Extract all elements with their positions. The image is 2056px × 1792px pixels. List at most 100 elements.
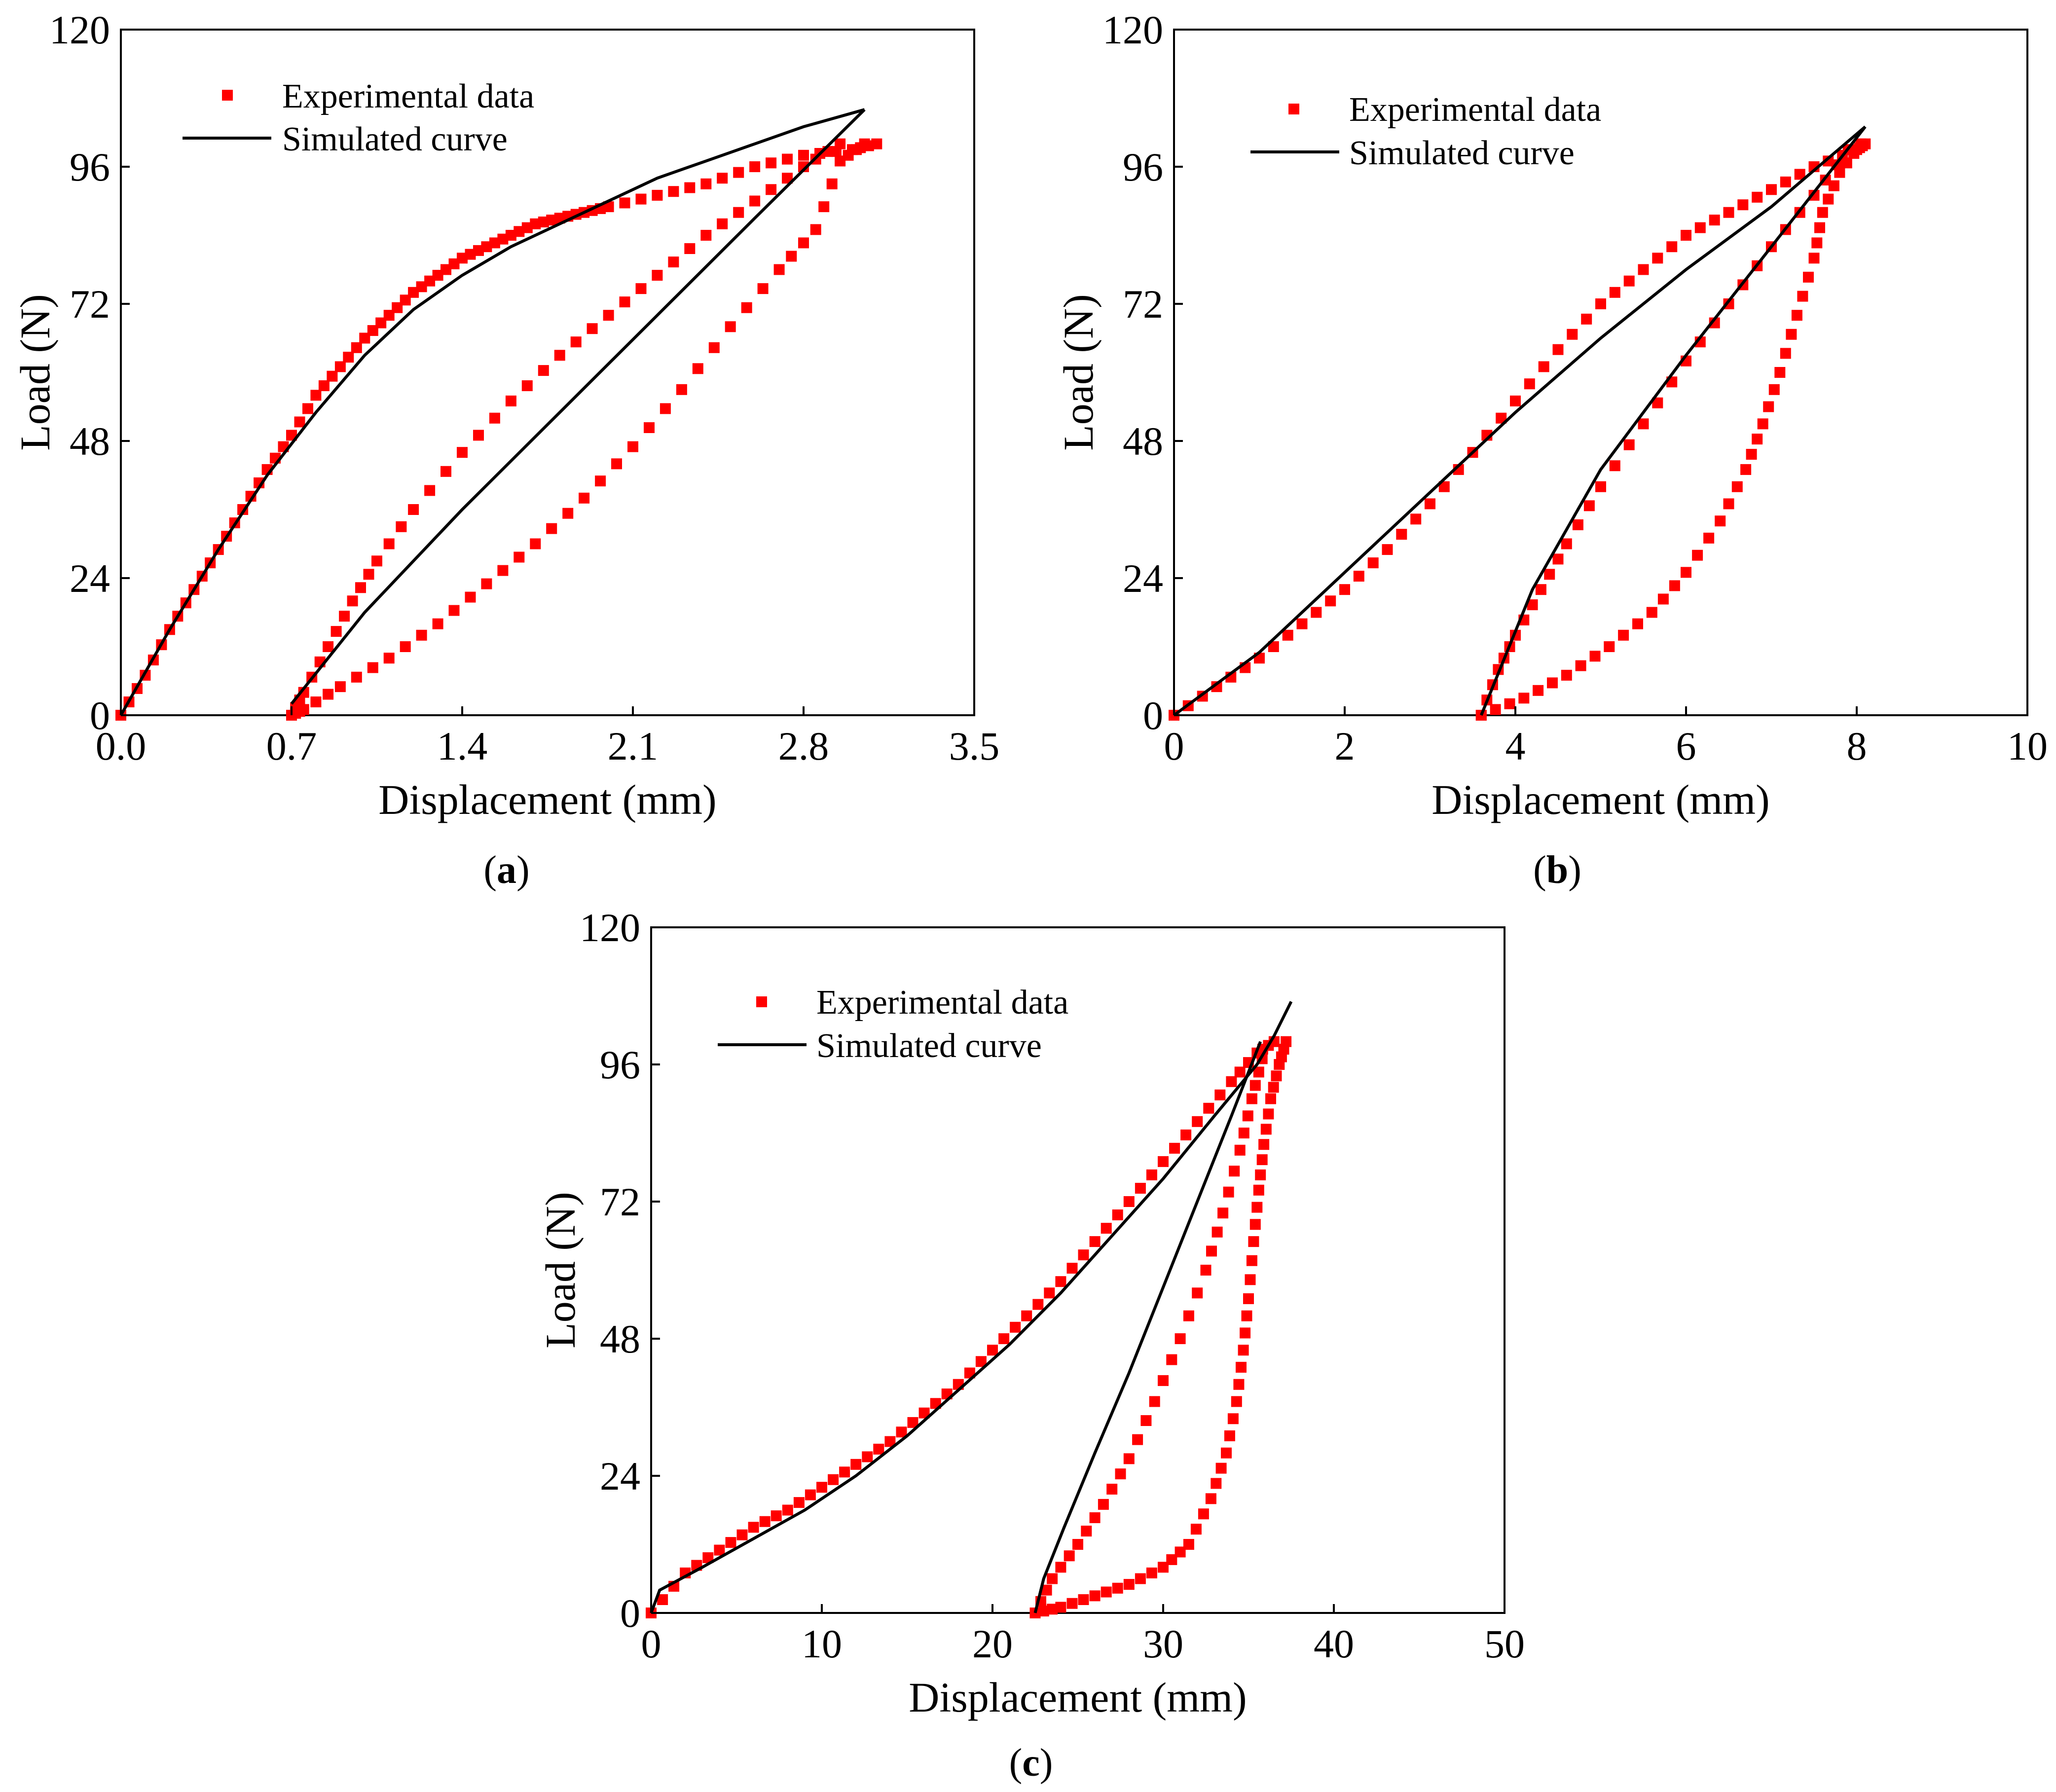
x-tick-label: 6 — [1676, 724, 1696, 768]
exp-point — [1814, 222, 1825, 233]
y-tick-label: 24 — [70, 556, 110, 601]
exp-point — [334, 361, 346, 372]
exp-point — [1581, 313, 1592, 325]
exp-point — [1149, 1396, 1160, 1407]
exp-point — [1256, 1154, 1268, 1166]
exp-point — [725, 1537, 736, 1548]
exp-point — [302, 403, 313, 414]
y-tick-label: 120 — [1102, 7, 1163, 52]
exp-point — [1180, 1129, 1192, 1140]
exp-point — [1089, 1236, 1101, 1247]
exp-point — [1200, 1265, 1212, 1276]
exp-point — [692, 363, 703, 374]
exp-point — [1803, 271, 1814, 283]
exp-point — [1135, 1573, 1146, 1584]
exp-point — [873, 1443, 884, 1455]
exp-point — [1766, 184, 1777, 195]
exp-point — [736, 1529, 748, 1540]
exp-point — [1205, 1493, 1216, 1504]
exp-point — [1236, 1361, 1247, 1373]
exp-point — [1703, 532, 1715, 544]
exp-point — [554, 350, 565, 361]
exp-point — [1425, 498, 1435, 510]
exp-point — [1552, 553, 1564, 565]
exp-point — [1245, 1274, 1256, 1285]
exp-point — [826, 178, 838, 189]
y-axis-title-c: Load (N) — [537, 1192, 584, 1349]
exp-point — [1768, 384, 1780, 395]
legend-exp-marker-b — [1288, 104, 1299, 114]
exp-point — [351, 671, 362, 683]
exp-point — [975, 1356, 987, 1367]
exp-point — [759, 1516, 771, 1527]
sim-loading-line — [1173, 125, 1867, 717]
exp-point — [1527, 599, 1538, 611]
exp-point — [1214, 1089, 1226, 1100]
exp-point — [660, 403, 671, 414]
exp-point — [733, 207, 744, 218]
exp-point — [1604, 641, 1615, 652]
exp-point — [489, 412, 500, 424]
exp-point — [1757, 418, 1768, 430]
exp-point — [1055, 1276, 1066, 1287]
exp-point — [1752, 191, 1763, 203]
exp-point — [327, 370, 338, 382]
exp-point — [1211, 681, 1222, 693]
panel-a: 0.0 0.7 1.4 2.1 2.8 3.5 0 24 48 72 96 120 Experimen… — [11, 7, 999, 892]
exp-point — [562, 508, 574, 519]
exp-point — [1274, 1059, 1285, 1070]
exp-point — [521, 380, 533, 391]
exp-point — [1066, 1263, 1078, 1274]
exp-point — [1524, 378, 1535, 390]
y-tick-label: 120 — [580, 905, 640, 950]
exp-point — [334, 681, 346, 693]
exp-point — [1047, 1604, 1058, 1615]
exp-point — [1841, 157, 1852, 169]
exp-point — [1078, 1594, 1089, 1605]
exp-point — [1737, 199, 1749, 211]
exp-point — [1246, 1093, 1257, 1104]
exp-point — [1211, 1478, 1222, 1489]
legend-b: Experimental data Simulated curve — [1250, 91, 1601, 172]
y-tick-label: 48 — [600, 1317, 640, 1361]
exp-point — [318, 380, 330, 391]
exp-point — [1595, 298, 1606, 309]
exp-point — [708, 342, 720, 353]
exp-point — [749, 161, 761, 172]
exp-point — [1490, 704, 1501, 715]
exp-point — [1623, 439, 1635, 450]
exp-point — [1233, 1379, 1245, 1390]
exp-point — [1234, 1066, 1246, 1078]
exp-point — [448, 605, 460, 616]
exp-point — [1731, 481, 1743, 492]
exp-point — [1657, 593, 1669, 605]
exp-point — [1231, 1396, 1242, 1407]
exp-point — [1518, 693, 1530, 704]
exp-point — [1192, 1287, 1203, 1299]
exp-point — [1249, 1080, 1261, 1091]
exp-point — [1583, 500, 1595, 512]
x-tick-label: 0.7 — [266, 724, 317, 768]
exp-point — [546, 523, 557, 534]
exp-point — [343, 352, 354, 363]
exp-point — [1215, 1463, 1227, 1474]
exp-point — [1078, 1249, 1089, 1261]
x-tick-label: 2 — [1335, 724, 1355, 768]
exp-point — [1533, 685, 1544, 696]
sim-loading-line — [119, 108, 865, 716]
exp-point — [1253, 1066, 1264, 1078]
exp-point — [1618, 629, 1629, 641]
exp-point — [1692, 549, 1703, 561]
exp-point — [1123, 1579, 1135, 1590]
exp-point — [424, 485, 436, 496]
y-tick-label: 0 — [90, 693, 110, 738]
plot-frame-a — [120, 29, 975, 716]
exp-point — [457, 447, 468, 458]
exp-point — [782, 1504, 793, 1516]
exp-point — [835, 138, 846, 149]
exp-point — [1183, 1310, 1194, 1321]
exp-point — [1791, 310, 1802, 321]
exp-point — [1666, 241, 1678, 253]
exp-point — [408, 504, 419, 515]
exp-point — [749, 195, 761, 207]
